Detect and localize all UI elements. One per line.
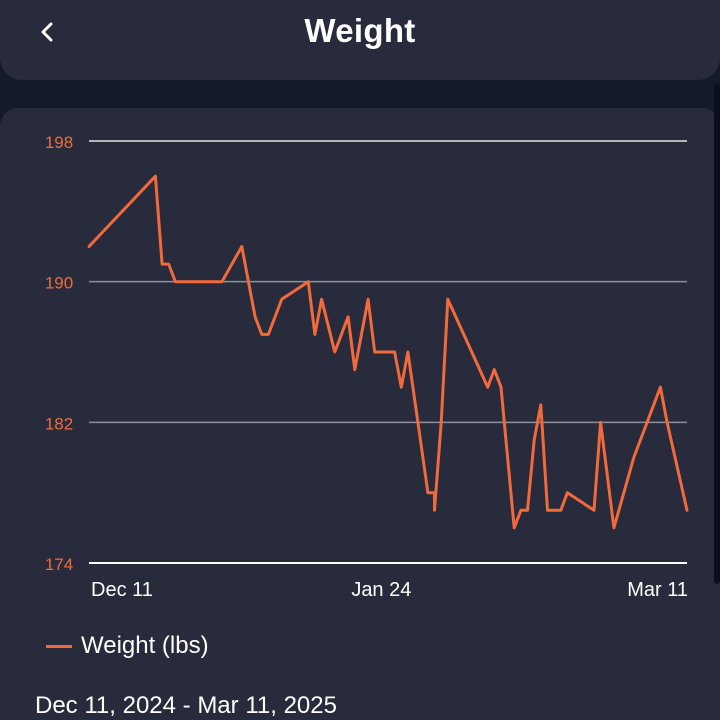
back-button[interactable] [26, 10, 70, 54]
chevron-left-icon [41, 22, 53, 42]
x-tick-label: Dec 11 [91, 579, 153, 601]
scrollbar[interactable] [714, 84, 720, 584]
y-tick-label: 182 [45, 414, 73, 433]
legend-label: Weight (lbs) [81, 632, 209, 659]
chart-card [0, 108, 720, 720]
weight-line-chart: 174 182 190 198 Dec 11 Jan 24 Mar 11 [45, 133, 689, 601]
x-tick-label: Mar 11 [627, 579, 688, 601]
series-line-weight [87, 174, 689, 530]
app-header: Weight [0, 0, 720, 80]
date-range: Dec 11, 2024 - Mar 11, 2025 [35, 692, 337, 719]
chart-legend: Weight (lbs) [46, 632, 209, 660]
legend-swatch [46, 644, 72, 648]
y-tick-label: 198 [45, 133, 73, 152]
page-title: Weight [304, 12, 416, 49]
y-tick-label: 190 [45, 274, 73, 293]
y-tick-label: 174 [45, 555, 73, 574]
x-tick-label: Jan 24 [351, 579, 411, 601]
